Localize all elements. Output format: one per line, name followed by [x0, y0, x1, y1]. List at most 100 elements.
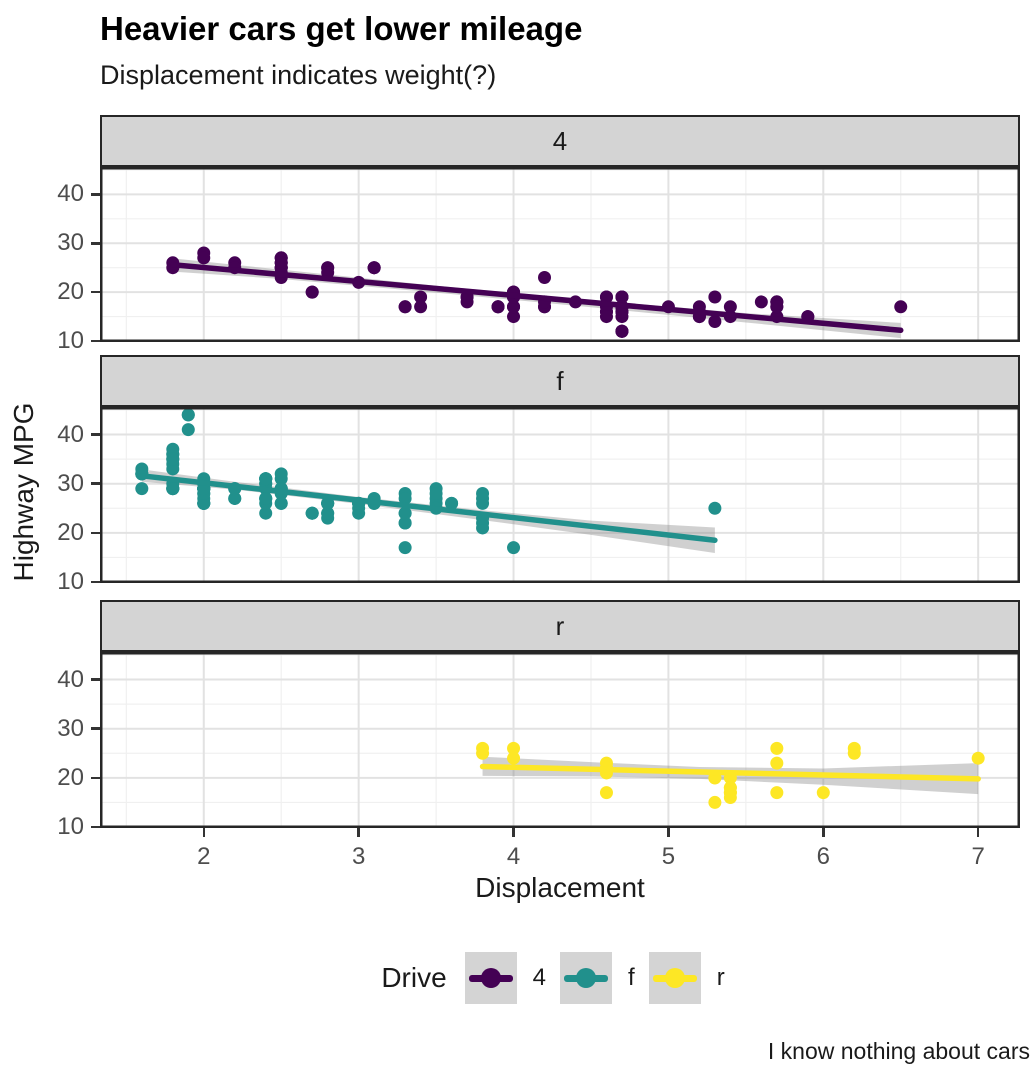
plot-subtitle: Displacement indicates weight(?): [100, 60, 497, 90]
data-point: [708, 795, 722, 809]
x-tick-label: 3: [351, 843, 366, 870]
data-point: [708, 501, 722, 515]
data-point: [971, 751, 985, 765]
data-point: [507, 300, 521, 314]
legend-label: f: [628, 964, 635, 991]
plot-caption: I know nothing about cars: [767, 1038, 1030, 1064]
data-point: [259, 491, 273, 505]
facet-strip-4: 4: [100, 115, 1020, 167]
legend-title: Drive: [381, 962, 447, 993]
y-tick-mark: [91, 482, 100, 485]
legend-key-swatch-f: [560, 952, 613, 1004]
data-point: [770, 786, 784, 800]
y-tick-mark: [91, 242, 100, 245]
data-point: [507, 541, 521, 555]
y-tick-mark: [91, 776, 100, 780]
data-point: [398, 541, 412, 555]
facet-strip-label: r: [555, 610, 565, 641]
data-point: [770, 756, 784, 770]
x-tick-mark: [512, 828, 515, 837]
y-tick-label: 40: [57, 665, 84, 693]
data-point: [599, 786, 613, 800]
legend-entry-f: f: [560, 952, 635, 1004]
data-point: [708, 314, 722, 328]
facet-strip-label: f: [556, 365, 564, 396]
data-point: [321, 506, 335, 520]
y-tick-label: 30: [57, 714, 84, 742]
confidence-band: [141, 469, 715, 554]
y-tick-label: 30: [57, 469, 84, 497]
point-icon: [664, 968, 685, 988]
data-point: [166, 442, 180, 456]
y-tick-label: 40: [57, 180, 84, 208]
x-tick-label: 4: [506, 843, 521, 870]
y-tick-label: 10: [57, 327, 84, 355]
data-point: [708, 290, 722, 304]
data-point: [476, 487, 490, 501]
facet-panel-f: [100, 407, 1020, 583]
data-point: [894, 300, 908, 314]
data-point: [476, 521, 490, 535]
facet-strip-label: 4: [552, 125, 568, 156]
data-point: [847, 746, 861, 760]
data-point: [321, 496, 335, 510]
data-point: [754, 295, 768, 309]
x-axis-title: Displacement: [475, 872, 645, 903]
data-point: [414, 300, 428, 314]
x-tick-mark: [976, 828, 980, 837]
point-icon: [576, 968, 597, 988]
y-tick-mark: [91, 531, 100, 535]
y-tick-label: 20: [57, 278, 84, 306]
facet-panel-r: [100, 652, 1020, 828]
x-tick-mark: [357, 828, 360, 837]
data-point: [723, 300, 737, 314]
trend-line: [170, 262, 904, 334]
data-point: [197, 496, 211, 510]
legend-entry-4: 4: [464, 952, 547, 1004]
x-tick-mark: [667, 828, 670, 837]
trend-line: [479, 763, 981, 782]
data-point: [367, 261, 381, 275]
data-point: [770, 741, 784, 755]
data-point: [259, 472, 273, 486]
data-point: [770, 300, 784, 314]
data-point: [615, 290, 629, 304]
data-point: [414, 290, 428, 304]
data-point: [507, 751, 521, 765]
data-point: [398, 516, 412, 530]
legend-label: 4: [532, 964, 547, 991]
data-point: [274, 496, 288, 510]
data-point: [816, 786, 830, 800]
y-tick-mark: [91, 825, 100, 829]
y-tick-label: 30: [57, 229, 84, 257]
data-point: [166, 452, 180, 466]
data-point: [507, 741, 521, 755]
data-point: [599, 290, 613, 304]
facet-strip-f: f: [100, 355, 1020, 407]
legend-key-swatch-r: [648, 952, 701, 1004]
data-point: [181, 423, 195, 437]
plot-title: Heavier cars get lower mileage: [100, 10, 583, 47]
y-tick-label: 40: [57, 420, 84, 448]
point-icon: [480, 968, 501, 988]
panel-border: [100, 167, 1020, 342]
data-point: [615, 324, 629, 338]
x-tick-label: 2: [197, 843, 211, 870]
y-tick-label: 10: [57, 568, 84, 596]
data-point: [274, 467, 288, 481]
data-point: [398, 300, 412, 314]
data-point: [398, 491, 412, 505]
data-point: [599, 310, 613, 324]
data-point: [491, 300, 505, 314]
y-tick-label: 20: [57, 518, 84, 546]
y-tick-mark: [91, 290, 100, 294]
panel-border: [100, 652, 1020, 828]
data-point: [398, 506, 412, 520]
y-tick-mark: [91, 678, 100, 681]
y-tick-label: 10: [57, 813, 84, 841]
data-point: [723, 791, 737, 805]
x-tick-mark: [202, 828, 206, 837]
y-tick-mark: [91, 580, 100, 584]
data-point: [476, 746, 490, 760]
